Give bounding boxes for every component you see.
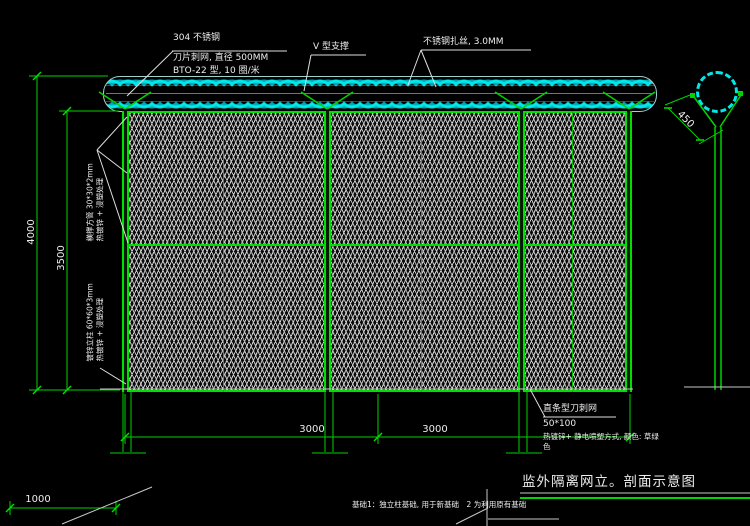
middle-rail: [122, 244, 632, 246]
post-spec-note: 镀锌立柱 60*60*3mm 热镀锌 + 浸塑处理: [85, 262, 105, 362]
rail-spec-note: 横撑方管 30*30*2mm 热镀锌 + 浸塑处理: [85, 142, 105, 242]
coil-cross-section: [696, 71, 738, 113]
mesh-fence-elevation: [122, 111, 632, 392]
mesh-spec-line2: 50*100: [543, 419, 577, 429]
dim-coil-diameter: 450: [674, 109, 696, 131]
dim-foundation-width: 1000: [25, 494, 51, 505]
fence-post: [625, 111, 632, 392]
frame-upright: [572, 111, 573, 392]
bottom-rail: [122, 390, 632, 392]
fence-post: [518, 111, 525, 392]
rail-spec-line2: 热镀锌 + 浸塑处理: [95, 177, 104, 242]
frame-upright: [223, 111, 224, 392]
fence-post: [324, 111, 331, 392]
tie-wire-note: 不锈钢扎丝, 3.0MM: [423, 37, 504, 47]
dim-total-height: 4000: [26, 219, 37, 245]
mesh-spec-line1: 直条型刀刺网: [543, 404, 598, 414]
mesh-spec-note: 直条型刀刺网 50*100 热镀锌+ 静电喷塑方式, 颜色: 草绿 色: [543, 404, 659, 451]
razor-note-line2: 刀片刺网, 直径 500MM: [173, 53, 269, 63]
dim-fence-height: 3500: [56, 245, 67, 271]
dim-span-1: 3000: [299, 424, 325, 435]
foundation-note: 基础1：独立柱基础, 用于新基础 2 为利用原有基础: [352, 500, 527, 509]
post-spec-line2: 热镀锌 + 浸塑处理: [95, 297, 104, 362]
dim-span-2: 3000: [422, 424, 448, 435]
mesh-spec-line4: 色: [543, 441, 551, 451]
drawing-title: 监外隔离网立。剖面示意图: [522, 474, 696, 490]
razor-wire-note: 304 不锈钢 刀片刺网, 直径 500MM BTO-22 型, 10 圈/米: [173, 33, 268, 77]
frame-upright: [421, 111, 422, 392]
post-spec-line1: 镀锌立柱 60*60*3mm: [85, 283, 95, 362]
mesh-spec-line3: 热镀锌+ 静电喷塑方式, 颜色: 草绿: [543, 432, 659, 441]
razor-wire-coil: [103, 76, 657, 112]
v-support-note: V 型支撑: [313, 42, 350, 52]
razor-note-line3: BTO-22 型, 10 圈/米: [173, 66, 260, 76]
rail-spec-line1: 横撑方管 30*30*2mm: [85, 163, 95, 242]
top-rail: [122, 111, 632, 113]
razor-note-line1: 304 不锈钢: [173, 33, 221, 43]
fence-post: [122, 111, 129, 392]
